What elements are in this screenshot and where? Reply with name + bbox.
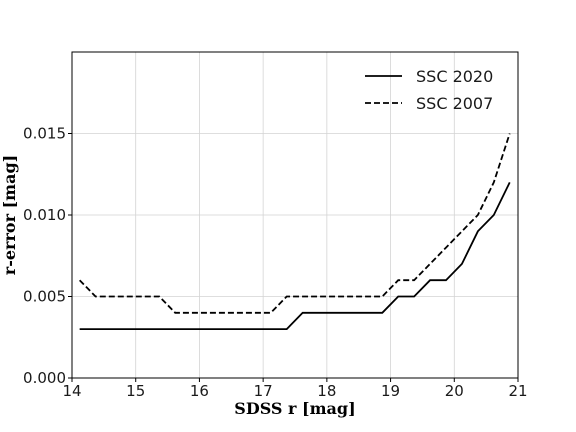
y-tick-label: 0.000 (23, 369, 66, 387)
y-tick-label: 0.005 (23, 288, 66, 306)
x-tick-label: 17 (254, 382, 273, 400)
y-axis-label: r-error [mag] (0, 155, 19, 275)
x-tick-label: 18 (317, 382, 336, 400)
x-tick-label: 16 (190, 382, 209, 400)
x-tick-label: 15 (126, 382, 145, 400)
legend-label: SSC 2007 (416, 94, 493, 113)
x-axis-label: SDSS r [mag] (234, 399, 355, 418)
y-tick-label: 0.010 (23, 206, 66, 224)
x-tick-label: 21 (508, 382, 527, 400)
y-tick-label: 0.015 (23, 125, 66, 143)
x-tick-label: 20 (445, 382, 464, 400)
x-tick-label: 19 (381, 382, 400, 400)
legend-label: SSC 2020 (416, 67, 493, 86)
